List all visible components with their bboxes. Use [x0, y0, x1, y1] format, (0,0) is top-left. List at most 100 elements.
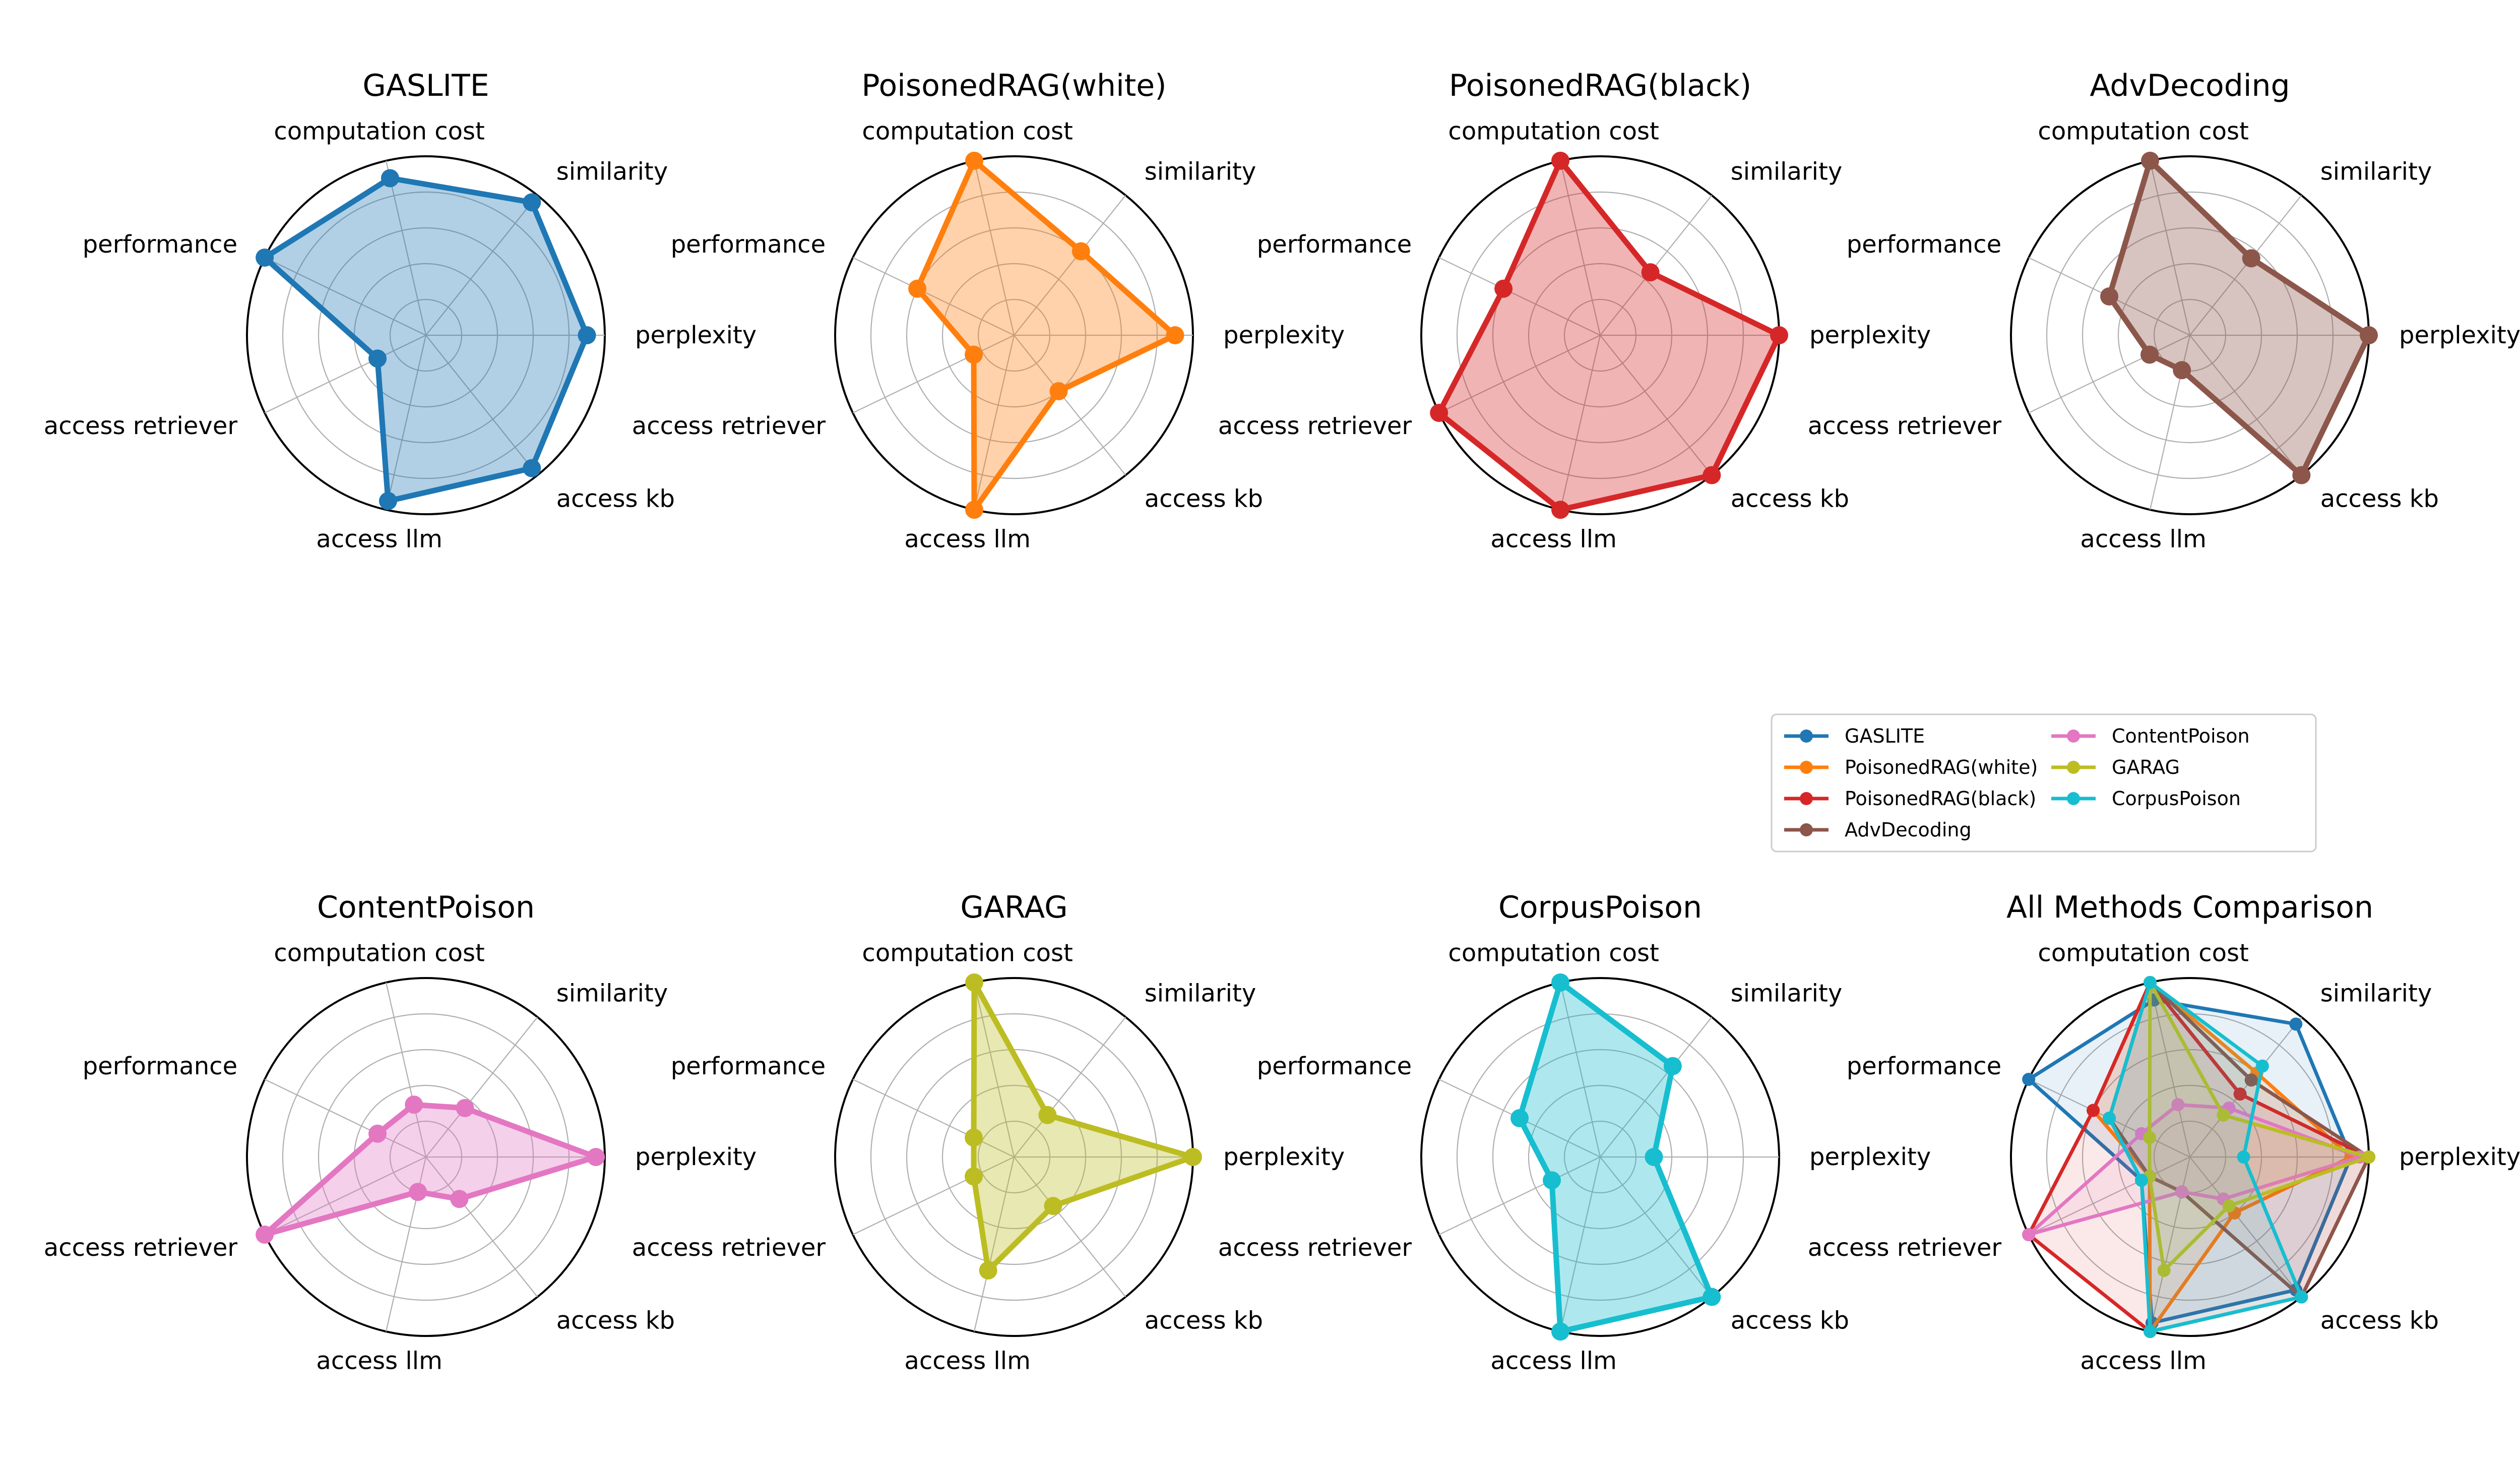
- axis-spoke: [1438, 1156, 1601, 1236]
- axis-label-access-kb: access kb: [556, 1306, 675, 1334]
- axis-spoke: [1600, 335, 1713, 476]
- data-point-poisonedrag-black-performance: [1494, 279, 1513, 298]
- data-point-garag-similarity: [1038, 1106, 1057, 1124]
- axis-label-performance: performance: [1257, 230, 1412, 259]
- data-point-poisonedrag-black-similarity: [2233, 1087, 2247, 1101]
- data-point-poisonedrag-white-access-retriever: [965, 345, 983, 364]
- data-point-corpuspoison-perplexity: [1645, 1148, 1663, 1166]
- data-point-garag-access-retriever: [965, 1167, 983, 1186]
- axis-label-perplexity: perplexity: [1809, 321, 1931, 349]
- radar-panel-contentpoison: ContentPoison perplexity similarity computa…: [44, 890, 757, 1375]
- data-point-contentpoison-computation-cost: [405, 1095, 423, 1114]
- data-point-gaslite-performance: [2022, 1072, 2036, 1086]
- legend-frame: [1771, 713, 2317, 853]
- data-point-contentpoison-access-llm: [409, 1183, 427, 1201]
- axis-spoke: [2189, 1156, 2302, 1298]
- axis-spoke: [1014, 1016, 1126, 1158]
- chart-title: GARAG: [960, 890, 1067, 925]
- axis-label-access-retriever: access retriever: [632, 412, 826, 440]
- data-point-contentpoison-access-retriever: [2022, 1228, 2036, 1242]
- data-point-poisonedrag-white-perplexity: [1166, 326, 1184, 344]
- data-point-poisonedrag-white-access-kb: [1049, 382, 1068, 401]
- data-point-contentpoison-perplexity: [587, 1148, 605, 1166]
- legend-marker-contentpoison: [2067, 729, 2080, 743]
- axis-label-computation-cost: computation cost: [274, 939, 484, 967]
- axis-label-access-kb: access kb: [556, 484, 675, 513]
- series-area-advdecoding: [2109, 160, 2369, 475]
- data-point-advdecoding-access-llm: [2173, 361, 2191, 380]
- axis-label-similarity: similarity: [556, 158, 668, 186]
- legend-marker-corpuspoison: [2067, 792, 2080, 805]
- axis-spoke: [1559, 160, 1601, 336]
- data-point-gaslite-computation-cost: [381, 169, 399, 188]
- legend-marker-advdecoding: [1800, 823, 1813, 836]
- data-point-contentpoison-access-kb: [450, 1190, 469, 1208]
- axis-label-similarity: similarity: [1145, 158, 1256, 186]
- axis-spoke: [2149, 982, 2191, 1158]
- axis-spoke: [1014, 195, 1126, 336]
- series-area-contentpoison: [2029, 1105, 2360, 1235]
- axis-label-access-retriever: access retriever: [1808, 412, 2002, 440]
- axis-label-access-kb: access kb: [2320, 484, 2439, 513]
- axis-label-performance: performance: [1257, 1052, 1412, 1080]
- axis-label-computation-cost: computation cost: [2038, 117, 2248, 145]
- data-point-garag-perplexity: [2362, 1150, 2375, 1164]
- axis-label-computation-cost: computation cost: [862, 117, 1073, 145]
- data-point-corpuspoison-similarity: [2255, 1059, 2269, 1073]
- data-point-corpuspoison-computation-cost: [1551, 973, 1570, 992]
- legend-marker-poisonedrag-black: [1800, 792, 1813, 805]
- legend: GASLITE PoisonedRAG(white) PoisonedRAG(bla…: [1771, 713, 2317, 853]
- series-area-poisonedrag-white: [2093, 982, 2351, 1332]
- series-area-poisonedrag-white: [917, 160, 1175, 510]
- legend-label: AdvDecoding: [1845, 819, 1972, 841]
- axis-label-similarity: similarity: [556, 980, 668, 1008]
- axis-spoke: [1559, 335, 1601, 510]
- axis-label-access-kb: access kb: [1145, 484, 1263, 513]
- axis-spoke: [425, 1016, 538, 1158]
- axis-label-computation-cost: computation cost: [274, 117, 484, 145]
- data-point-poisonedrag-white-access-llm: [965, 501, 984, 519]
- data-point-poisonedrag-black-computation-cost: [1551, 151, 1570, 170]
- data-point-contentpoison-computation-cost: [2171, 1098, 2185, 1112]
- axis-spoke: [1559, 982, 1601, 1158]
- series-area-gaslite: [2029, 1000, 2351, 1323]
- data-point-corpuspoison-access-retriever: [1543, 1171, 1561, 1190]
- data-point-advdecoding-performance: [2100, 287, 2119, 306]
- axis-spoke: [973, 335, 1015, 510]
- data-point-corpuspoison-access-llm: [1551, 1322, 1570, 1341]
- axis-spoke: [385, 335, 427, 510]
- chart-title: PoisonedRAG(white): [861, 68, 1166, 103]
- legend-item-corpuspoison: CorpusPoison: [2051, 787, 2241, 810]
- axis-label-computation-cost: computation cost: [1448, 939, 1659, 967]
- chart-title: All Methods Comparison: [2006, 890, 2373, 925]
- series-line-advdecoding: [2107, 981, 2371, 1299]
- axis-label-perplexity: perplexity: [2399, 1143, 2520, 1171]
- axis-spoke: [1600, 1016, 1713, 1158]
- axis-label-performance: performance: [671, 1052, 826, 1080]
- chart-title: ContentPoison: [317, 890, 535, 925]
- legend-item-poisonedrag-black: PoisonedRAG(black): [1784, 787, 2036, 810]
- data-point-advdecoding-perplexity: [2360, 326, 2378, 344]
- axis-label-access-retriever: access retriever: [1808, 1234, 2002, 1262]
- data-point-advdecoding-access-kb: [2292, 466, 2311, 484]
- axis-spoke: [973, 1156, 1015, 1332]
- axis-spoke: [2149, 160, 2191, 336]
- axis-label-access-llm: access llm: [316, 525, 442, 554]
- axis-label-access-retriever: access retriever: [1218, 412, 1412, 440]
- axis-label-similarity: similarity: [1145, 980, 1256, 1008]
- axis-spoke: [2189, 335, 2302, 476]
- chart-title: AdvDecoding: [2090, 68, 2290, 103]
- series-area-corpuspoison: [1520, 982, 1712, 1332]
- axis-label-perplexity: perplexity: [2399, 321, 2520, 349]
- axis-spoke: [1014, 335, 1126, 476]
- axis-spoke: [852, 1078, 1015, 1158]
- series-area-poisonedrag-black: [1439, 160, 1779, 510]
- axis-spoke: [1438, 257, 1601, 336]
- data-point-gaslite-similarity: [2289, 1017, 2303, 1031]
- radar-panel-corpuspoison: CorpusPoison perplexity similarity computat…: [1218, 890, 1931, 1375]
- data-point-advdecoding-similarity: [2244, 1073, 2258, 1087]
- axis-label-computation-cost: computation cost: [862, 939, 1073, 967]
- axis-label-perplexity: perplexity: [635, 1143, 757, 1171]
- axis-label-access-retriever: access retriever: [44, 412, 238, 440]
- axis-spoke: [264, 335, 426, 414]
